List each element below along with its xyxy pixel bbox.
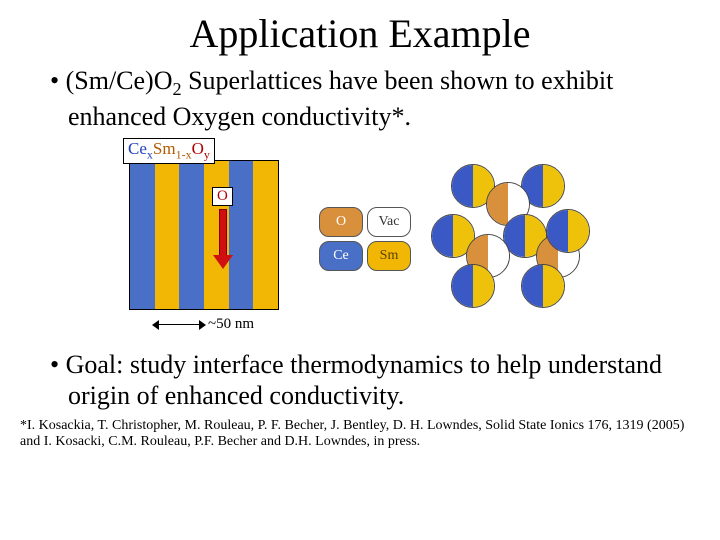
arrow-stem — [219, 209, 227, 257]
legend-cell: O — [319, 207, 363, 237]
lattice-stripe — [253, 161, 278, 309]
atomic-cluster-diagram — [431, 164, 591, 314]
formula-1mx: 1-x — [176, 148, 192, 162]
atom-sphere — [521, 264, 565, 308]
lattice-stripes: O — [129, 160, 279, 310]
bullet-1: • (Sm/Ce)O2 Superlattices have been show… — [18, 57, 720, 132]
atom-legend: OVacCeSm — [319, 207, 411, 271]
arrow-head-icon — [213, 255, 233, 269]
lattice-stripe — [155, 161, 180, 309]
bullet-2: • Goal: study interface thermodynamics t… — [18, 341, 720, 411]
atom-sphere — [546, 209, 590, 253]
figures-row: CexSm1-xOy O ~50 nm OVacCeSm — [0, 132, 720, 341]
legend-cell: Sm — [367, 241, 411, 271]
legend-row: OVac — [319, 207, 411, 237]
oxygen-label-box: O — [212, 187, 233, 206]
legend-cell: Ce — [319, 241, 363, 271]
superlattice-figure: CexSm1-xOy O ~50 nm — [129, 144, 279, 333]
scale-text: ~50 nm — [208, 316, 254, 333]
bullet-2-text: Goal: study interface thermodynamics to … — [66, 350, 662, 410]
oxygen-arrow — [218, 209, 228, 269]
formula-ce: Ce — [128, 139, 147, 158]
lattice-stripe — [229, 161, 254, 309]
legend-cell: Vac — [367, 207, 411, 237]
scale-bar-icon — [154, 319, 204, 331]
lattice-formula-label: CexSm1-xOy — [123, 138, 215, 163]
lattice-stripe — [130, 161, 155, 309]
formula-o: O — [192, 139, 204, 158]
atom-sphere — [451, 264, 495, 308]
page-title: Application Example — [0, 0, 720, 57]
citation-text: *I. Kosackia, T. Christopher, M. Rouleau… — [0, 412, 720, 452]
lattice-stripe — [179, 161, 204, 309]
legend-and-cluster: OVacCeSm — [319, 164, 591, 314]
scale-row: ~50 nm — [154, 316, 254, 333]
legend-row: CeSm — [319, 241, 411, 271]
formula-y: y — [204, 148, 210, 162]
bullet-1-text: (Sm/Ce)O2 Superlattices have been shown … — [66, 66, 614, 131]
formula-sm: Sm — [153, 139, 176, 158]
